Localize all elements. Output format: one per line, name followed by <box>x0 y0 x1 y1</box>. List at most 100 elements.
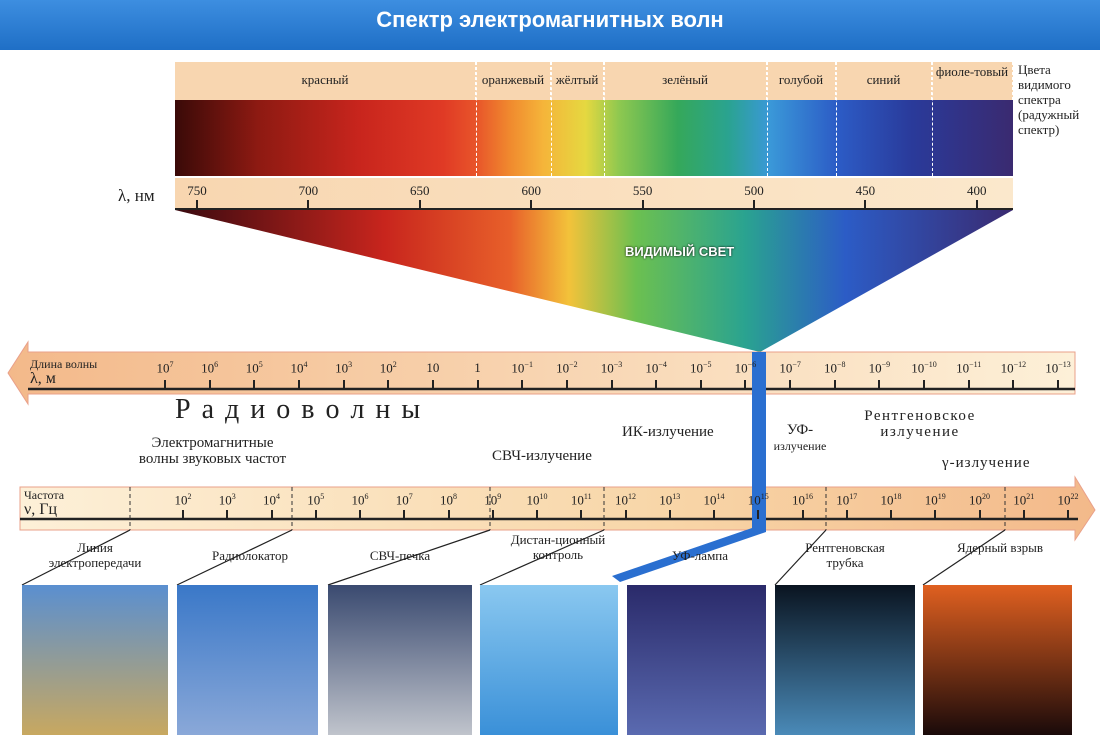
band-uv-line2: излучение <box>773 439 827 453</box>
wavelength-tick-label: 10−5 <box>690 360 712 376</box>
wavelength-tick-label: 10−4 <box>645 360 667 376</box>
wavelength-tick <box>923 380 926 389</box>
leader-line <box>176 529 293 586</box>
nm-tick-label: 650 <box>410 183 430 198</box>
frequency-tick-label: 1013 <box>659 492 681 508</box>
frequency-tick <box>1067 510 1069 519</box>
wavelength-tick <box>744 380 747 389</box>
example-photo <box>480 585 618 735</box>
frequency-tick-label: 107 <box>395 492 413 508</box>
example-label: Линия электропередачи <box>48 540 142 570</box>
wavelength-tick-label: 10−2 <box>556 360 578 376</box>
wavelength-tick <box>833 380 836 389</box>
visible-spectrum-caption: Цвета видимого спектра (радужный спектр) <box>1018 62 1080 137</box>
visible-light-label: ВИДИМЫЙ СВЕТ <box>625 244 735 259</box>
band-xray-line2: излучение <box>880 424 960 440</box>
wavelength-tick <box>253 380 256 389</box>
frequency-tick-label: 1019 <box>924 492 946 508</box>
frequency-tick <box>403 510 406 519</box>
frequency-tick-label: 1010 <box>526 492 548 508</box>
wavelength-tick-label: 103 <box>335 360 353 376</box>
wavelength-label: Длина волны <box>30 357 98 371</box>
wavelength-unit: λ, м <box>30 370 56 387</box>
nm-tick-label: 600 <box>521 183 541 198</box>
wavelength-tick-label: 105 <box>245 360 263 376</box>
frequency-tick-label: 103 <box>218 492 236 508</box>
wavelength-tick-label: 10−11 <box>956 360 982 376</box>
nm-tick <box>753 200 755 210</box>
nm-tick-label: 400 <box>967 183 987 198</box>
nm-tick-label: 450 <box>855 183 876 198</box>
frequency-tick-label: 1011 <box>570 492 592 508</box>
color-header: фиоле-товый <box>932 62 1013 100</box>
wavelength-tick <box>967 380 970 389</box>
wavelength-tick-label: 102 <box>379 360 397 376</box>
color-header: жёлтый <box>551 62 604 100</box>
wavelength-tick-label: 106 <box>201 360 219 376</box>
frequency-tick-label: 1014 <box>703 492 725 508</box>
wavelength-tick-label: 10−8 <box>823 360 846 376</box>
example-label: Радиолокатор <box>212 548 288 563</box>
wavelength-tick-label: 10−12 <box>1000 360 1027 376</box>
nm-tick <box>418 200 421 210</box>
wavelength-tick <box>342 380 345 389</box>
frequency-tick-label: 1022 <box>1057 492 1079 508</box>
color-divider <box>932 62 933 176</box>
frequency-tick-label: 1012 <box>615 492 636 508</box>
frequency-label: Частота <box>24 488 65 502</box>
frequency-tick-label: 1017 <box>836 492 858 508</box>
wavelength-tick <box>387 380 390 389</box>
color-header: голубой <box>767 62 836 100</box>
nm-scale <box>175 178 1013 210</box>
frequency-arrow-bar <box>19 475 1096 542</box>
frequency-tick-label: 1021 <box>1013 492 1035 508</box>
wavelength-tick <box>521 380 524 389</box>
example-photo <box>923 585 1072 735</box>
color-header: оранжевый <box>476 62 551 100</box>
frequency-tick <box>624 510 627 519</box>
color-divider <box>551 62 552 176</box>
nm-tick-label: 700 <box>298 183 319 198</box>
example-photo <box>22 585 168 735</box>
band-microwave: СВЧ-излучение <box>492 448 592 464</box>
wavelength-tick-label: 10−9 <box>868 360 891 376</box>
wavelength-tick <box>699 380 702 389</box>
frequency-tick <box>270 510 273 519</box>
leader-line <box>479 529 605 586</box>
wavelength-tick <box>476 380 479 389</box>
frequency-tick-label: 1015 <box>747 492 769 508</box>
wavelength-tick-label: 10−6 <box>734 360 757 376</box>
band-sound: Электромагнитные волны звуковых частот <box>138 435 287 467</box>
band-ir: ИК-излучение <box>622 424 714 440</box>
wavelength-tick-label: 10 <box>426 360 440 375</box>
frequency-unit: ν, Гц <box>24 501 58 518</box>
color-divider <box>836 62 837 176</box>
nm-tick <box>975 200 978 210</box>
band-radio: Р а д и о в о л н ы <box>175 394 423 425</box>
wavelength-tick <box>431 380 434 389</box>
page-title: Спектр электромагнитных волн <box>0 0 1100 50</box>
example-label: Дистан-ционный контроль <box>510 532 606 562</box>
wavelength-tick-label: 10−1 <box>511 360 533 376</box>
wavelength-tick <box>789 380 792 389</box>
frequency-tick <box>757 510 760 519</box>
wavelength-tick <box>1057 380 1059 389</box>
color-divider <box>767 62 768 176</box>
color-divider <box>476 62 477 176</box>
color-divider <box>604 62 605 176</box>
band-uv-line1: УФ- <box>786 422 814 438</box>
nm-tick <box>307 200 310 210</box>
frequency-tick <box>536 510 538 519</box>
frequency-tick <box>491 510 494 519</box>
visible-light-wedge <box>175 210 1013 352</box>
wavelength-tick-label: 104 <box>290 360 308 376</box>
leader-line <box>774 529 827 586</box>
frequency-tick-label: 1020 <box>969 492 990 508</box>
nm-tick <box>530 200 533 210</box>
band-xray-line1: Рентгеновское <box>864 408 976 424</box>
wavelength-tick <box>878 380 881 389</box>
band-xray: Рентгеновское излучение <box>835 408 1005 440</box>
band-uv: УФ-излучение <box>768 422 832 454</box>
example-label: Рентгеновская трубка <box>805 540 885 570</box>
